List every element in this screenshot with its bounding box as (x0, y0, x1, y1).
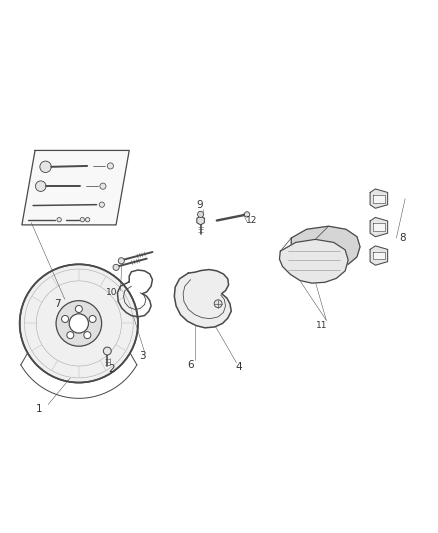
Circle shape (75, 305, 82, 312)
Circle shape (40, 161, 51, 173)
Polygon shape (373, 223, 385, 231)
Polygon shape (373, 195, 385, 203)
Text: 3: 3 (139, 351, 146, 361)
Polygon shape (291, 226, 360, 269)
Polygon shape (174, 270, 231, 328)
Circle shape (56, 301, 102, 346)
Text: 11: 11 (316, 321, 328, 330)
Circle shape (100, 183, 106, 189)
Circle shape (20, 264, 138, 383)
Circle shape (118, 258, 124, 264)
Text: 9: 9 (196, 200, 203, 210)
Polygon shape (370, 217, 388, 237)
Circle shape (244, 212, 250, 217)
Circle shape (84, 332, 91, 338)
Polygon shape (373, 252, 385, 260)
Circle shape (62, 316, 69, 322)
Polygon shape (197, 216, 205, 225)
Text: 1: 1 (36, 404, 43, 414)
Circle shape (103, 347, 111, 355)
Polygon shape (370, 189, 388, 208)
Circle shape (57, 217, 61, 222)
Circle shape (67, 332, 74, 338)
Circle shape (89, 316, 96, 322)
Text: 10: 10 (106, 288, 117, 297)
Text: 8: 8 (399, 233, 406, 243)
Text: 6: 6 (187, 360, 194, 370)
Polygon shape (279, 239, 348, 283)
Circle shape (80, 217, 85, 222)
Circle shape (107, 163, 113, 169)
Text: 4: 4 (235, 362, 242, 372)
Circle shape (99, 202, 105, 207)
Circle shape (198, 211, 204, 217)
Polygon shape (22, 150, 129, 225)
Text: 7: 7 (53, 298, 60, 309)
Circle shape (113, 264, 119, 270)
Circle shape (85, 217, 90, 222)
Circle shape (69, 314, 88, 333)
Text: 12: 12 (246, 216, 258, 225)
Text: 2: 2 (108, 365, 115, 374)
Circle shape (214, 300, 222, 308)
Circle shape (35, 181, 46, 191)
Polygon shape (370, 246, 388, 265)
